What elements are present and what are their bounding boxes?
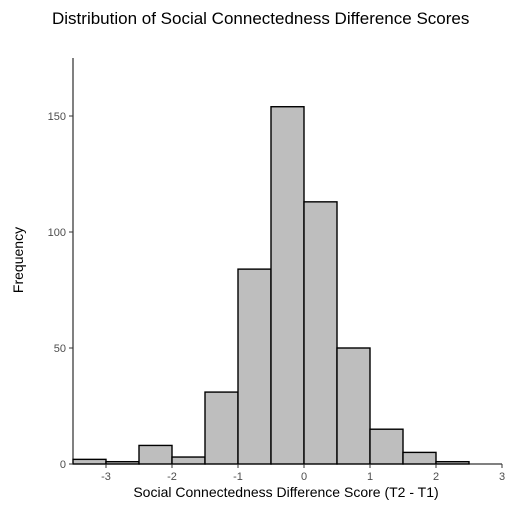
x-axis-label: Social Connectedness Difference Score (T… — [133, 484, 438, 500]
y-tick-label: 50 — [54, 343, 66, 355]
y-tick-label: 0 — [60, 459, 66, 471]
histogram-bar — [237, 268, 272, 465]
histogram-bar — [270, 106, 305, 465]
histogram-bar — [402, 451, 437, 465]
y-tick-label: 100 — [48, 227, 66, 239]
axes-group: -3 -2 -1 0 1 2 3 0 50 100 150 — [48, 58, 505, 483]
chart-title: Distribution of Social Connectedness Dif… — [52, 9, 469, 28]
histogram-bar — [171, 456, 206, 465]
histogram-bar — [369, 428, 404, 465]
x-tick-label: 3 — [499, 471, 505, 483]
x-tick-label: 1 — [367, 471, 373, 483]
x-tick-label: 0 — [301, 471, 307, 483]
bars-group — [72, 106, 470, 465]
x-tick-label: 2 — [433, 471, 439, 483]
x-tick-label: -1 — [233, 471, 243, 483]
histogram-bar — [303, 201, 338, 465]
y-tick-label: 150 — [48, 111, 66, 123]
histogram-bar — [138, 444, 173, 465]
histogram-bar — [72, 458, 107, 465]
x-tick-label: -3 — [101, 471, 111, 483]
x-tick-label: -2 — [167, 471, 177, 483]
y-axis-label: Frequency — [10, 227, 26, 293]
histogram-bar — [336, 347, 371, 465]
histogram-bar — [204, 391, 239, 465]
